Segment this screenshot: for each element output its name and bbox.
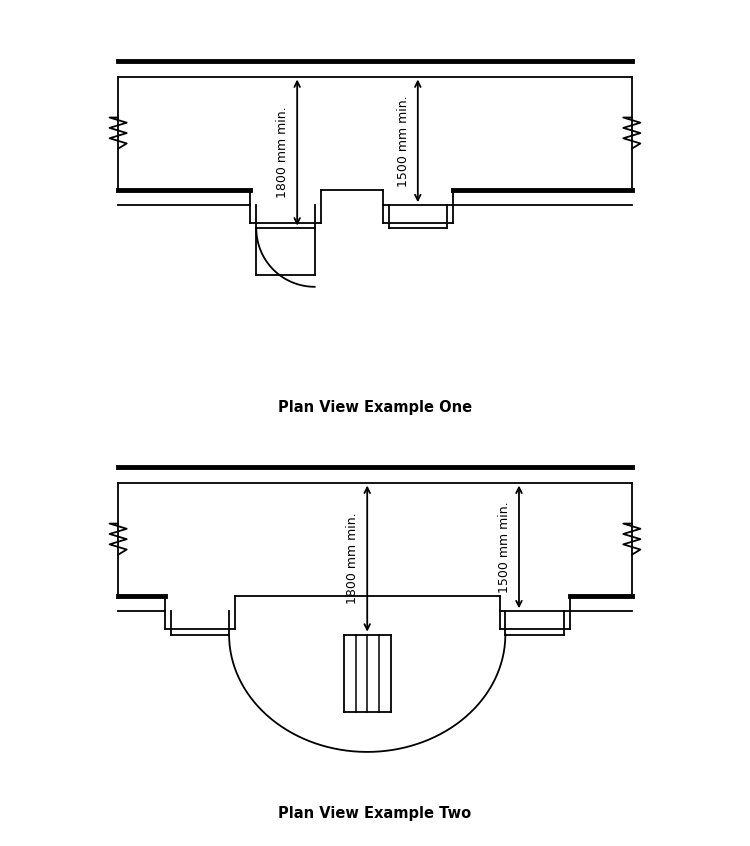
Text: 1800 mm min.: 1800 mm min.: [346, 513, 359, 604]
Text: 1500 mm min.: 1500 mm min.: [498, 501, 512, 593]
Text: 1500 mm min.: 1500 mm min.: [397, 95, 410, 187]
Text: Plan View Example One: Plan View Example One: [278, 400, 472, 415]
Text: 1800 mm min.: 1800 mm min.: [277, 107, 290, 198]
Text: Plan View Example Two: Plan View Example Two: [278, 806, 472, 821]
